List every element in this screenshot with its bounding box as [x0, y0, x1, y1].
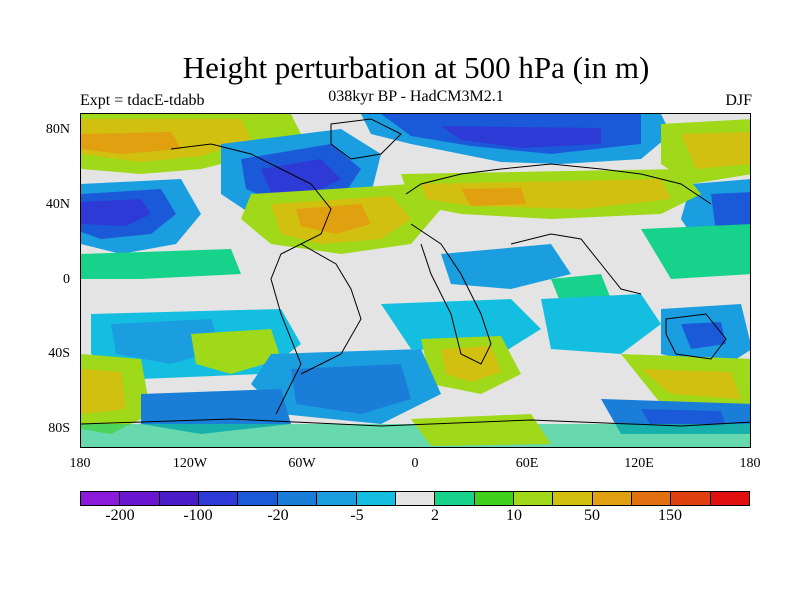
- colorbar-label: -200: [105, 507, 135, 524]
- map-panel: [80, 113, 751, 448]
- colorbar-swatch: [435, 492, 475, 505]
- experiment-label: Expt = tdacE-tdabb: [80, 92, 205, 109]
- colorbar-label: 150: [658, 507, 682, 524]
- colorbar: [80, 491, 750, 506]
- colorbar-swatch: [120, 492, 160, 505]
- season-label: DJF: [725, 92, 752, 109]
- x-tick-60e: 60E: [515, 456, 539, 471]
- height-field: [81, 114, 750, 447]
- colorbar-swatch: [277, 492, 318, 505]
- colorbar-label: 50: [584, 507, 600, 524]
- x-tick-0: 0: [411, 456, 419, 471]
- colorbar-swatch: [159, 492, 200, 505]
- x-tick-180e: 180: [739, 456, 761, 471]
- colorbar-swatch: [632, 492, 672, 505]
- colorbar-label: -5: [350, 507, 364, 524]
- y-tick-40n: 40N: [45, 197, 70, 212]
- x-tick-120w: 120W: [172, 456, 208, 471]
- colorbar-swatch: [671, 492, 711, 505]
- map-title: Height perturbation at 500 hPa (in m): [182, 50, 650, 85]
- y-tick-0: 0: [63, 272, 70, 287]
- x-tick-60w: 60W: [288, 456, 316, 471]
- x-tick-120e: 120E: [624, 456, 654, 471]
- colorbar-label: -100: [183, 507, 213, 524]
- colorbar-swatch: [81, 492, 121, 505]
- colorbar-swatch: [356, 492, 396, 505]
- colorbar-swatch: [592, 492, 633, 505]
- colorbar-swatch: [513, 492, 554, 505]
- colorbar-swatch: [238, 492, 278, 505]
- map-subtitle: 038kyr BP - HadCM3M2.1: [328, 88, 504, 105]
- y-tick-80s: 80S: [48, 421, 70, 436]
- colorbar-swatch: [553, 492, 593, 505]
- colorbar-swatch: [317, 492, 357, 505]
- colorbar-swatch: [199, 492, 239, 505]
- colorbar-swatch: [474, 492, 514, 505]
- x-tick-180w: 180: [69, 456, 91, 471]
- colorbar-swatch: [710, 492, 750, 505]
- colorbar-label: 2: [431, 507, 439, 524]
- colorbar-label: -20: [267, 507, 289, 524]
- y-tick-40s: 40S: [48, 346, 70, 361]
- colorbar-swatch: [395, 492, 436, 505]
- colorbar-label: 10: [506, 507, 522, 524]
- y-tick-80n: 80N: [45, 122, 70, 137]
